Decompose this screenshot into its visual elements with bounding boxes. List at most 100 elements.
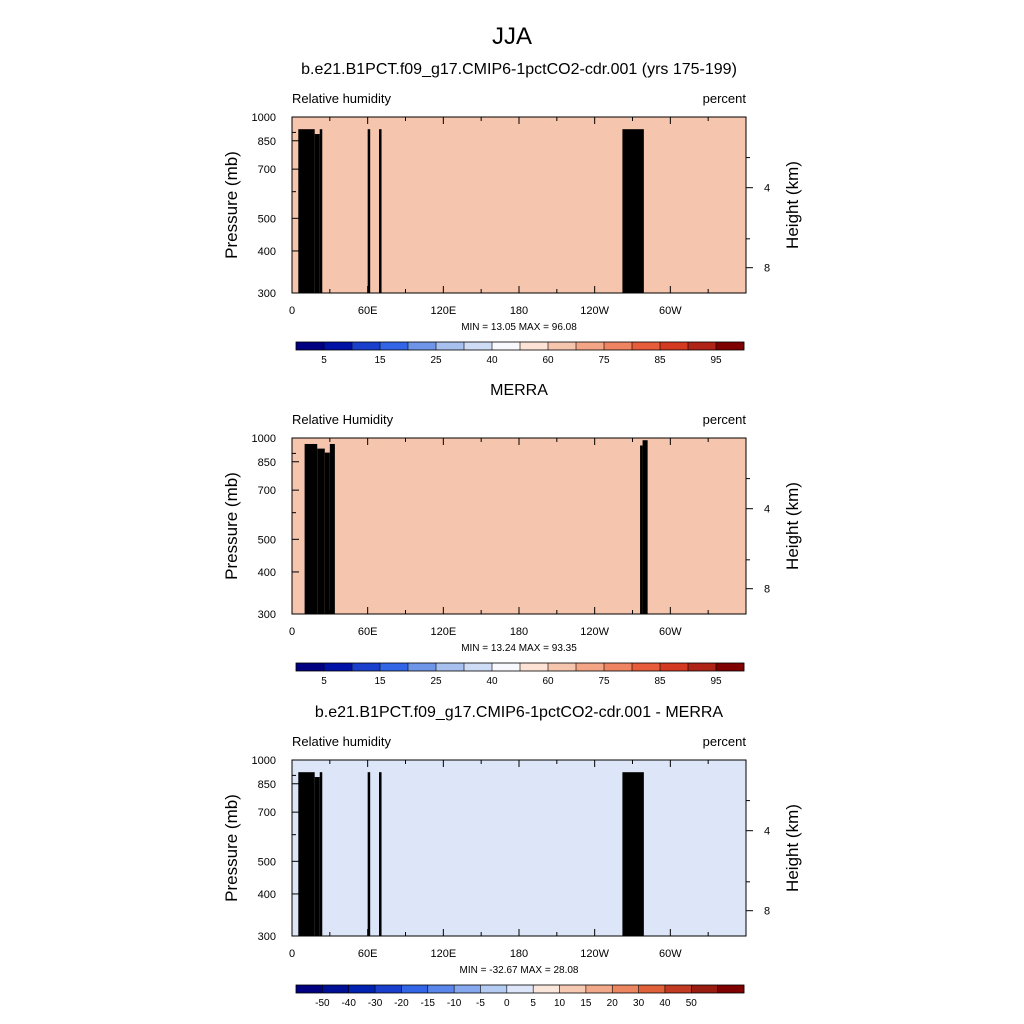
terrain-block	[319, 129, 323, 293]
colorbar-label: 85	[654, 676, 666, 687]
colorbar-label: 15	[374, 676, 386, 687]
terrain-block	[379, 772, 382, 936]
colorbar-label: 25	[430, 676, 442, 687]
colorbar-swatch	[380, 663, 409, 671]
colorbar-swatch	[664, 985, 692, 993]
chart-panel-1: b.e21.B1PCT.f09_g17.CMIP6-1pctCO2-cdr.00…	[222, 61, 802, 366]
min-max-stats: MIN = 13.24 MAX = 93.35	[461, 643, 577, 654]
x-tick-label: 60W	[659, 626, 682, 638]
x-tick-label: 120W	[580, 305, 609, 317]
chart-panel-3: b.e21.B1PCT.f09_g17.CMIP6-1pctCO2-cdr.00…	[222, 704, 802, 1009]
colorbar-swatch	[464, 342, 493, 350]
colorbar-swatch	[480, 985, 508, 993]
colorbar-swatch	[322, 985, 350, 993]
y-tick-label: 500	[258, 213, 276, 225]
height-tick-label: 8	[764, 584, 770, 596]
terrain-block	[379, 129, 382, 293]
colorbar-label: 20	[607, 998, 619, 1009]
terrain-block	[298, 129, 315, 293]
colorbar-label: 85	[654, 355, 666, 366]
colorbar-swatch	[427, 985, 455, 993]
y-tick-label: 700	[258, 485, 276, 497]
y-tick-label: 400	[258, 889, 276, 901]
colorbar-label: 0	[504, 998, 510, 1009]
terrain-block	[622, 772, 644, 936]
colorbar-swatch	[454, 985, 481, 993]
y-tick-label: 400	[258, 567, 276, 579]
right-axis-title: Height (km)	[783, 161, 802, 249]
right-axis-title: Height (km)	[783, 804, 802, 892]
colorbar-swatch	[436, 663, 465, 671]
y-tick-label: 700	[258, 164, 276, 176]
colorbar-swatch	[401, 985, 429, 993]
colorbar-label: 15	[580, 998, 592, 1009]
height-tick-label: 4	[764, 504, 770, 516]
units-label: percent	[703, 412, 747, 427]
x-tick-label: 60E	[358, 626, 378, 638]
figure-title: JJA	[492, 23, 532, 50]
colorbar-label: 40	[659, 998, 671, 1009]
y-axis-title: Pressure (mb)	[222, 794, 241, 902]
colorbar-swatch	[520, 342, 549, 350]
colorbar-label: 75	[598, 676, 610, 687]
colorbar-label: -40	[341, 998, 356, 1009]
x-tick-label: 120E	[430, 948, 456, 960]
variable-label: Relative humidity	[292, 91, 391, 106]
x-tick-label: 180	[510, 626, 528, 638]
colorbar-swatch	[324, 342, 353, 350]
colorbar-swatch	[612, 985, 639, 993]
colorbar-swatch	[352, 663, 381, 671]
terrain-block	[367, 772, 371, 936]
x-tick-label: 0	[289, 948, 295, 960]
colorbar-swatch	[408, 663, 437, 671]
colorbar-swatch	[375, 985, 402, 993]
y-tick-label: 1000	[252, 433, 276, 445]
contour-field	[292, 438, 746, 614]
colorbar-label: 10	[554, 998, 566, 1009]
colorbar-frame	[295, 984, 745, 994]
x-tick-label: 60W	[659, 948, 682, 960]
x-tick-label: 60E	[358, 305, 378, 317]
y-tick-label: 300	[258, 288, 276, 300]
x-tick-label: 0	[289, 626, 295, 638]
colorbar-label: -10	[447, 998, 462, 1009]
x-tick-label: 180	[510, 305, 528, 317]
colorbar-swatch	[436, 342, 465, 350]
x-tick-label: 0	[289, 305, 295, 317]
terrain-block	[367, 129, 371, 293]
terrain-block	[324, 452, 330, 614]
height-tick-label: 8	[764, 906, 770, 918]
colorbar-swatch	[520, 663, 549, 671]
terrain-block	[640, 445, 643, 614]
colorbar-swatch	[533, 985, 560, 993]
colorbar-swatch	[296, 663, 325, 671]
min-max-stats: MIN = -32.67 MAX = 28.08	[460, 965, 579, 976]
panel-title: MERRA	[490, 382, 548, 399]
y-tick-label: 850	[258, 136, 276, 148]
terrain-block	[314, 777, 320, 936]
colorbar-label: 50	[686, 998, 698, 1009]
colorbar-swatch	[380, 342, 409, 350]
x-tick-label: 60W	[659, 305, 682, 317]
terrain-block	[314, 134, 320, 293]
y-tick-label: 300	[258, 609, 276, 621]
colorbar-swatch	[717, 985, 745, 993]
colorbar-swatch	[324, 663, 353, 671]
colorbar: 5 15 25 40 60 75 85 95	[295, 341, 745, 366]
height-tick-label: 4	[764, 826, 770, 838]
colorbar-label: -50	[315, 998, 330, 1009]
colorbar-swatch	[632, 663, 661, 671]
colorbar-swatch	[492, 342, 521, 350]
x-tick-label: 120E	[430, 305, 456, 317]
colorbar-swatch	[638, 985, 666, 993]
terrain-block	[317, 448, 325, 614]
height-tick-label: 8	[764, 263, 770, 275]
colorbar-swatch	[604, 342, 633, 350]
y-tick-label: 400	[258, 246, 276, 258]
colorbar-swatch	[548, 342, 577, 350]
colorbar-swatch	[576, 342, 605, 350]
terrain-block	[329, 443, 335, 614]
colorbar-swatch	[548, 663, 577, 671]
colorbar-label: -30	[368, 998, 383, 1009]
colorbar-label: 60	[542, 355, 554, 366]
